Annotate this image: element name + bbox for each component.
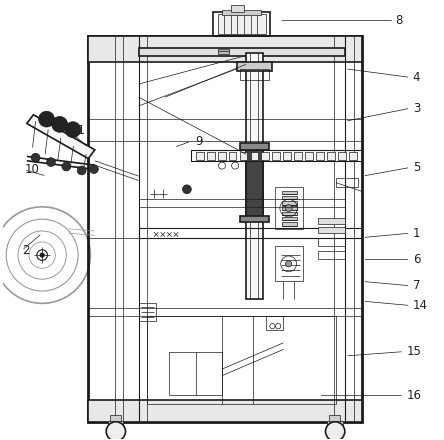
Circle shape [39, 111, 55, 127]
Polygon shape [27, 115, 95, 158]
Text: 6: 6 [413, 253, 420, 266]
Circle shape [182, 185, 191, 194]
Bar [240, 216, 270, 222]
Bar [282, 217, 297, 220]
Bar [240, 152, 247, 160]
Bar [338, 152, 346, 160]
Bar [88, 400, 362, 422]
Bar [282, 212, 297, 215]
Bar [294, 152, 302, 160]
Bar [196, 152, 204, 160]
Bar [282, 206, 297, 210]
Bar [266, 316, 283, 330]
Circle shape [77, 166, 86, 175]
Text: 7: 7 [413, 279, 420, 292]
Bar [318, 227, 345, 233]
Bar [191, 150, 362, 161]
Bar [240, 143, 270, 150]
Circle shape [31, 153, 40, 162]
Bar [282, 201, 297, 205]
Bar [283, 152, 291, 160]
Text: 10: 10 [24, 163, 40, 176]
Bar [218, 49, 229, 54]
Text: 5: 5 [413, 161, 420, 174]
Bar [318, 238, 345, 246]
Bar [229, 152, 237, 160]
Circle shape [40, 253, 44, 257]
Bar [329, 415, 341, 422]
Bar [336, 178, 358, 187]
Bar [327, 152, 335, 160]
Bar [218, 152, 226, 160]
Bar [275, 246, 303, 282]
Bar [139, 48, 345, 55]
Text: 14: 14 [413, 299, 428, 312]
Text: 1: 1 [413, 227, 420, 240]
Bar [110, 415, 121, 422]
Bar [275, 187, 303, 229]
Bar [327, 421, 343, 426]
Bar [238, 62, 273, 71]
Bar [250, 152, 258, 160]
Bar [139, 228, 362, 238]
Text: 11: 11 [71, 124, 86, 136]
Text: 4: 4 [413, 71, 420, 84]
Bar [262, 152, 270, 160]
Text: 16: 16 [406, 389, 421, 402]
Circle shape [52, 117, 67, 132]
Bar [139, 303, 156, 321]
Bar [88, 36, 362, 62]
Bar [282, 191, 297, 194]
Bar [169, 352, 222, 396]
Bar [139, 199, 345, 207]
Bar [206, 152, 214, 160]
Bar [222, 11, 262, 15]
Circle shape [285, 205, 292, 212]
Bar [231, 5, 244, 11]
Bar [282, 196, 297, 199]
Circle shape [106, 422, 126, 440]
Bar [318, 218, 345, 224]
Bar [305, 152, 313, 160]
Text: 3: 3 [413, 102, 420, 115]
Bar [349, 152, 357, 160]
Bar [318, 251, 345, 260]
Bar [147, 316, 336, 404]
Text: 2: 2 [23, 244, 30, 257]
Bar [246, 150, 263, 220]
Circle shape [285, 261, 292, 267]
Bar [316, 152, 324, 160]
Bar [282, 222, 297, 226]
Text: 8: 8 [395, 14, 403, 27]
Bar [88, 36, 362, 422]
Circle shape [325, 422, 345, 440]
Text: 9: 9 [196, 135, 203, 147]
Circle shape [65, 122, 81, 138]
Bar [240, 69, 270, 80]
Bar [218, 14, 266, 33]
Bar [273, 152, 280, 160]
Text: 15: 15 [406, 345, 421, 358]
Circle shape [90, 165, 98, 173]
Circle shape [47, 158, 56, 166]
Bar [108, 421, 123, 426]
Bar [246, 53, 263, 299]
Bar [213, 11, 270, 36]
Circle shape [62, 162, 71, 171]
